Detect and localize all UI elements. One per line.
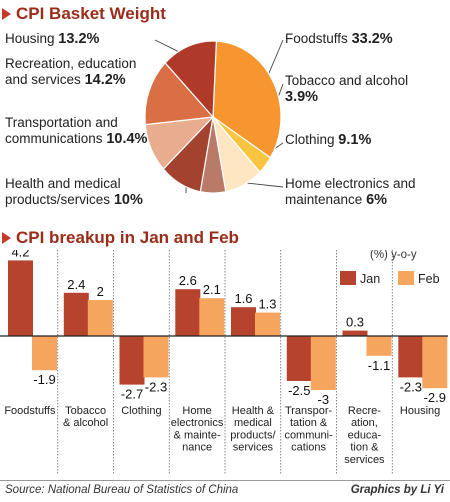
bar-value-label: -2.9 [424, 390, 446, 405]
pie-label-foodstuffs: Foodstuffs 33.2% [285, 31, 393, 47]
bar-value-label: 0.3 [346, 315, 364, 330]
bar-feb [87, 300, 113, 336]
pie-label-tobacco: Tobacco and alcohol 3.9% [285, 73, 409, 105]
bar-feb [199, 298, 225, 336]
pie-chart [144, 39, 284, 194]
pie-label-housing: Housing 13.2% [5, 31, 100, 47]
triangle-bullet-icon [2, 8, 11, 20]
bar-value-label: -3 [318, 392, 330, 407]
legend-feb-swatch [398, 271, 414, 285]
bar-jan [119, 336, 145, 385]
category-label: Housing [400, 405, 440, 417]
pie-label-home-electronics: Home electronics and maintenance 6% [285, 176, 416, 208]
bar-section-heading: CPI breakup in Jan and Feb [2, 227, 239, 249]
pie-slice-recreation [144, 62, 215, 126]
bar-chart: 4.2-1.92.4 2-2.7 -2.32.62.11.6 1.3-2.5-30.3… [0, 250, 448, 475]
bar-feb [255, 312, 280, 336]
category-label: Clothing [121, 405, 161, 417]
bar-value-label: -1.9 [33, 372, 55, 387]
source-note: Source: National Bureau of Statistics of… [5, 484, 239, 496]
legend-jan-label: Jan [360, 272, 380, 286]
footer-divider [0, 480, 450, 481]
category-label: Tobacco & alcohol [63, 405, 108, 429]
legend: (%) y-o-y Jan Feb [340, 250, 440, 286]
pie-slices [144, 40, 282, 194]
bar-jan [63, 292, 89, 336]
bar-feb [310, 336, 336, 390]
bar-value-label: 2 [97, 284, 104, 299]
pie-label-transportation: Transportation and communications 10.4% [5, 115, 148, 147]
bar-value-labels: 4.2-1.92.4 2-2.7 -2.32.62.11.6 1.3-2.5-30.3… [11, 250, 446, 407]
bar-value-label: -1.1 [368, 358, 390, 373]
bar-value-label: 1.6 [234, 291, 252, 306]
bar-jan [8, 260, 33, 336]
bar-jan [398, 336, 424, 378]
category-dividers [57, 250, 393, 475]
graphics-credit: Graphics by Li Yi [350, 484, 444, 496]
bar-jan [342, 330, 368, 336]
bar-value-label: 2.1 [203, 282, 221, 297]
pie-slice-housing [164, 40, 218, 119]
bar-value-label: 2.4 [67, 277, 85, 292]
legend-jan-swatch [340, 271, 356, 285]
pie-label-health: Health and medical products/services 10% [5, 176, 143, 208]
category-label: Home electronics & mainte-nance [171, 405, 224, 454]
category-labels: Foodstuffs Tobacco & alcohol Clothing Home el… [4, 405, 440, 466]
pie-label-clothing: Clothing 9.1% [285, 132, 372, 148]
category-label: Foodstuffs [4, 405, 56, 417]
bar-feb [422, 336, 448, 389]
bar-value-label: 2.6 [179, 273, 197, 288]
triangle-bullet-icon [2, 232, 11, 244]
bar-jan [286, 336, 312, 381]
legend-feb-label: Feb [418, 272, 440, 286]
category-label: Health & medical products/services [230, 405, 276, 454]
bar-value-label: 1.3 [258, 297, 276, 312]
bar-value-label: -2.3 [400, 379, 422, 394]
pie-section-heading: CPI Basket Weight [2, 3, 166, 25]
bar-value-label: -2.5 [288, 383, 310, 398]
bar-feb [143, 336, 169, 378]
bar-value-label: -2.3 [145, 379, 167, 394]
pie-title: CPI Basket Weight [16, 4, 166, 23]
bar-title: CPI breakup in Jan and Feb [16, 228, 239, 247]
category-label: Transpor-tation & communi-cations [284, 405, 333, 454]
bar-value-label: -2.7 [121, 387, 143, 402]
bar-jan [175, 289, 201, 336]
pie-label-recreation: Recreation, education and services 14.2% [5, 56, 137, 88]
unit-label: (%) y-o-y [370, 250, 417, 261]
bar-value-label: 4.2 [11, 250, 29, 259]
bar-jan [231, 307, 256, 336]
bars [8, 260, 448, 390]
bar-feb [32, 336, 57, 371]
category-label: Recre-ation, educa-tion & services [344, 405, 385, 466]
bar-feb [366, 336, 392, 356]
